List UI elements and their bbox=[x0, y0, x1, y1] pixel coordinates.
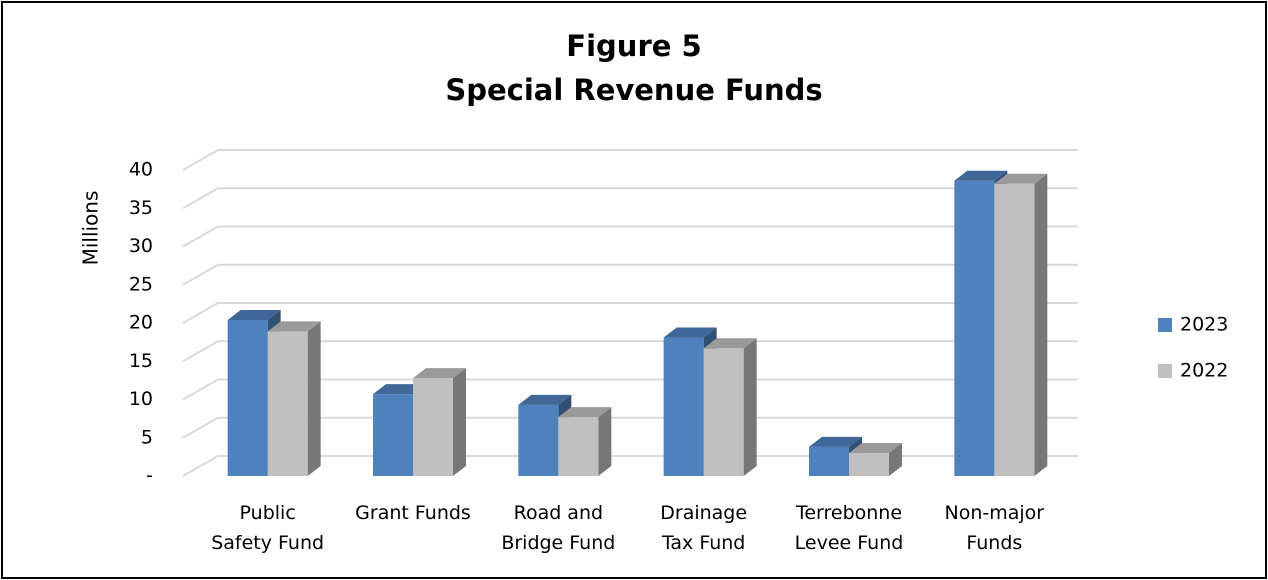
bar bbox=[849, 453, 889, 476]
bar bbox=[994, 183, 1035, 476]
y-tick-label: 15 bbox=[129, 350, 153, 372]
bar-side bbox=[453, 368, 466, 476]
bar-top bbox=[954, 170, 1008, 181]
bar-top bbox=[558, 407, 612, 418]
grid-line bbox=[182, 416, 1078, 439]
bar-side bbox=[598, 407, 612, 476]
bar-top bbox=[267, 321, 321, 332]
grid-line bbox=[182, 263, 1078, 286]
bar-top bbox=[227, 309, 281, 320]
bar bbox=[954, 180, 995, 476]
y-tick-label: 40 bbox=[129, 159, 153, 181]
bar bbox=[373, 394, 413, 476]
y-tick-label: 35 bbox=[129, 197, 153, 219]
bar-side bbox=[889, 443, 902, 476]
grid-line bbox=[182, 340, 1078, 363]
legend-swatch bbox=[1158, 318, 1172, 332]
bar bbox=[809, 446, 849, 476]
chart-subtitle: Special Revenue Funds bbox=[445, 73, 822, 107]
x-tick-label: Terrebonne Levee Fund bbox=[794, 502, 904, 554]
bar bbox=[227, 319, 268, 476]
legend-swatch bbox=[1158, 364, 1172, 378]
grid-line bbox=[182, 225, 1078, 248]
x-tick-label: Public Safety Fund bbox=[211, 502, 325, 554]
bar-side bbox=[1034, 173, 1048, 476]
bar-side bbox=[307, 321, 321, 476]
y-tick-label: 5 bbox=[141, 426, 153, 448]
y-axis-label: Millions bbox=[79, 191, 103, 266]
grid-line bbox=[182, 149, 1078, 171]
bar-top bbox=[994, 173, 1048, 184]
x-tick-label: Road and Bridge Fund bbox=[501, 502, 616, 554]
grid-line bbox=[182, 378, 1078, 401]
y-tick-label: 10 bbox=[129, 388, 153, 410]
grid-line bbox=[182, 187, 1078, 210]
grid-line bbox=[182, 302, 1078, 324]
legend-label: 2023 bbox=[1180, 314, 1228, 336]
x-tick-label: Drainage Tax Fund bbox=[660, 502, 748, 554]
grid-line bbox=[182, 455, 1078, 477]
bar-top bbox=[849, 443, 902, 454]
bar bbox=[663, 337, 704, 476]
bar-top bbox=[518, 394, 572, 405]
bar bbox=[413, 378, 453, 476]
bar-side bbox=[743, 338, 757, 476]
x-tick-label: Grant Funds bbox=[355, 502, 471, 524]
chart-title: Figure 5 bbox=[566, 29, 701, 63]
bar-top bbox=[809, 436, 862, 447]
bar-top bbox=[413, 368, 466, 379]
bar-top bbox=[703, 338, 757, 349]
x-tick-label: Non-major Funds bbox=[944, 502, 1045, 554]
y-tick-label: - bbox=[146, 465, 153, 487]
legend-label: 2022 bbox=[1180, 360, 1228, 382]
bar bbox=[518, 404, 559, 476]
bar bbox=[267, 331, 308, 476]
y-tick-label: 20 bbox=[129, 312, 153, 334]
y-tick-label: 30 bbox=[129, 235, 153, 257]
bar-top bbox=[663, 327, 717, 338]
bar bbox=[703, 348, 744, 476]
y-tick-label: 25 bbox=[129, 273, 153, 295]
bar bbox=[558, 417, 599, 476]
bar-top bbox=[373, 384, 426, 395]
